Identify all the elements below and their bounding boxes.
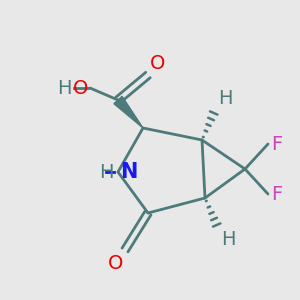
- Text: F: F: [271, 184, 282, 203]
- Text: O: O: [150, 54, 165, 73]
- Text: H: H: [58, 79, 72, 98]
- Text: N: N: [120, 162, 137, 182]
- Text: O: O: [73, 79, 88, 98]
- Text: H: H: [218, 89, 232, 108]
- Text: F: F: [271, 134, 282, 154]
- Text: O: O: [108, 254, 123, 273]
- Text: H: H: [221, 230, 236, 249]
- Text: H: H: [100, 163, 114, 182]
- Polygon shape: [114, 96, 143, 128]
